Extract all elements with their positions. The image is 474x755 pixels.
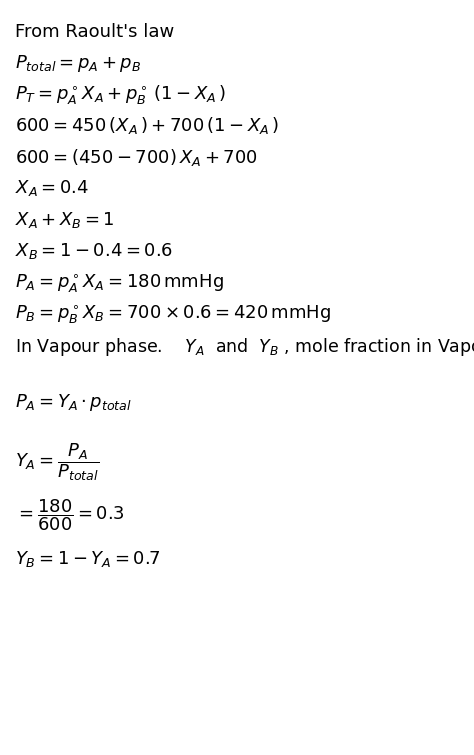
Text: $600 = 450\,(X_A\,) + 700\,(1 - X_A\,)$: $600 = 450\,(X_A\,) + 700\,(1 - X_A\,)$ bbox=[15, 116, 279, 137]
Text: $600 = (450 - 700)\,X_A + 700$: $600 = (450 - 700)\,X_A + 700$ bbox=[15, 146, 258, 168]
Text: $Y_B = 1 - Y_A = 0.7$: $Y_B = 1 - Y_A = 0.7$ bbox=[15, 549, 161, 569]
Text: $P_T = p_A^\circ X_A + p_B^\circ\,(1 - X_A\,)$: $P_T = p_A^\circ X_A + p_B^\circ\,(1 - X… bbox=[15, 84, 226, 107]
Text: $X_A = 0.4$: $X_A = 0.4$ bbox=[15, 178, 89, 198]
Text: $Y_A = \dfrac{P_A}{P_{total}}$: $Y_A = \dfrac{P_A}{P_{total}}$ bbox=[15, 441, 100, 482]
Text: $P_A = Y_A \cdot p_{total}$: $P_A = Y_A \cdot p_{total}$ bbox=[15, 393, 132, 414]
Text: $= \dfrac{180}{600} = 0.3$: $= \dfrac{180}{600} = 0.3$ bbox=[15, 497, 125, 532]
Text: In Vapour phase.    $Y_A$  and  $Y_B$ , mole fraction in Vapour phase: In Vapour phase. $Y_A$ and $Y_B$ , mole … bbox=[15, 337, 474, 359]
Text: $X_A + X_B = 1$: $X_A + X_B = 1$ bbox=[15, 209, 115, 230]
Text: $X_B = 1 - 0.4 = 0.6$: $X_B = 1 - 0.4 = 0.6$ bbox=[15, 241, 173, 261]
Text: $P_B = p_B^\circ X_B = 700 \times 0.6 = 420\,\mathrm{mmHg}$: $P_B = p_B^\circ X_B = 700 \times 0.6 = … bbox=[15, 304, 331, 326]
Text: From Raoult's law: From Raoult's law bbox=[15, 23, 174, 41]
Text: $P_A = p_A^\circ X_A = 180\,\mathrm{mmHg}$: $P_A = p_A^\circ X_A = 180\,\mathrm{mmHg… bbox=[15, 273, 224, 294]
Text: $P_{total} = p_A + p_B$: $P_{total} = p_A + p_B$ bbox=[15, 53, 141, 74]
